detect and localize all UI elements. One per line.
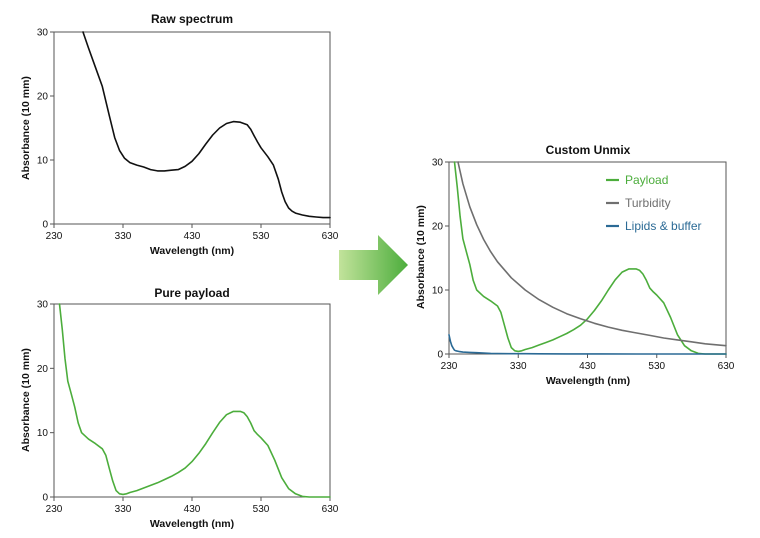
y-tick-label: 10 bbox=[37, 156, 49, 167]
legend-label: Lipids & buffer bbox=[625, 219, 702, 233]
y-tick-label: 20 bbox=[37, 364, 49, 375]
x-tick-label: 330 bbox=[510, 361, 527, 372]
x-axis-label: Wavelength (nm) bbox=[546, 375, 630, 387]
series-line-raw bbox=[82, 31, 331, 219]
y-tick-label: 0 bbox=[42, 220, 48, 231]
x-tick-label: 530 bbox=[648, 361, 665, 372]
x-tick-label: 330 bbox=[115, 504, 132, 515]
y-tick-label: 30 bbox=[37, 300, 49, 311]
x-axis-label: Wavelength (nm) bbox=[150, 245, 234, 257]
plot-frame bbox=[448, 161, 727, 355]
x-tick-label: 630 bbox=[322, 504, 339, 515]
process-arrow-icon bbox=[339, 235, 408, 295]
raw-spectrum-chart: Raw spectrum 230 330 430 530 630 0 10 20 30 Wave… bbox=[20, 12, 339, 257]
chart-title: Custom Unmix bbox=[546, 143, 631, 157]
x-tick-label: 430 bbox=[184, 504, 201, 515]
x-tick-label: 530 bbox=[253, 231, 270, 242]
y-tick-label: 0 bbox=[42, 493, 48, 504]
series-line-pure bbox=[58, 303, 331, 498]
series-line-turbidity bbox=[457, 161, 727, 347]
y-tick-label: 20 bbox=[37, 92, 49, 103]
y-axis-label: Absorbance (10 mm) bbox=[20, 348, 32, 452]
x-tick-label: 530 bbox=[253, 504, 270, 515]
y-tick-label: 20 bbox=[432, 222, 444, 233]
x-tick-label: 430 bbox=[184, 231, 201, 242]
plot-frame bbox=[53, 31, 331, 225]
x-tick-label: 330 bbox=[115, 231, 132, 242]
x-tick-label: 630 bbox=[718, 361, 735, 372]
chart-title: Pure payload bbox=[154, 286, 229, 300]
y-tick-label: 10 bbox=[432, 286, 444, 297]
x-tick-label: 230 bbox=[46, 231, 63, 242]
series-line-payload bbox=[453, 161, 727, 355]
legend: Payload Turbidity Lipids & buffer bbox=[606, 173, 702, 233]
x-axis-label: Wavelength (nm) bbox=[150, 518, 234, 530]
legend-label: Payload bbox=[625, 173, 668, 187]
y-axis-label: Absorbance (10 mm) bbox=[20, 76, 32, 180]
x-tick-label: 230 bbox=[46, 504, 63, 515]
x-tick-label: 630 bbox=[322, 231, 339, 242]
y-tick-label: 30 bbox=[37, 28, 49, 39]
series-line-lipids-buffer bbox=[448, 334, 727, 355]
y-tick-label: 0 bbox=[437, 350, 443, 361]
legend-label: Turbidity bbox=[625, 196, 671, 210]
custom-unmix-chart: Custom Unmix 230 330 430 530 630 0 10 20 30 Wave… bbox=[415, 143, 735, 387]
y-axis-label: Absorbance (10 mm) bbox=[415, 205, 427, 309]
plot-frame bbox=[53, 303, 331, 498]
y-tick-label: 10 bbox=[37, 428, 49, 439]
y-tick-label: 30 bbox=[432, 158, 444, 169]
pure-payload-chart: Pure payload 230 330 430 530 630 0 10 20 30 Wave… bbox=[20, 286, 339, 530]
x-tick-label: 230 bbox=[441, 361, 458, 372]
chart-title: Raw spectrum bbox=[151, 12, 233, 26]
x-tick-label: 430 bbox=[579, 361, 596, 372]
